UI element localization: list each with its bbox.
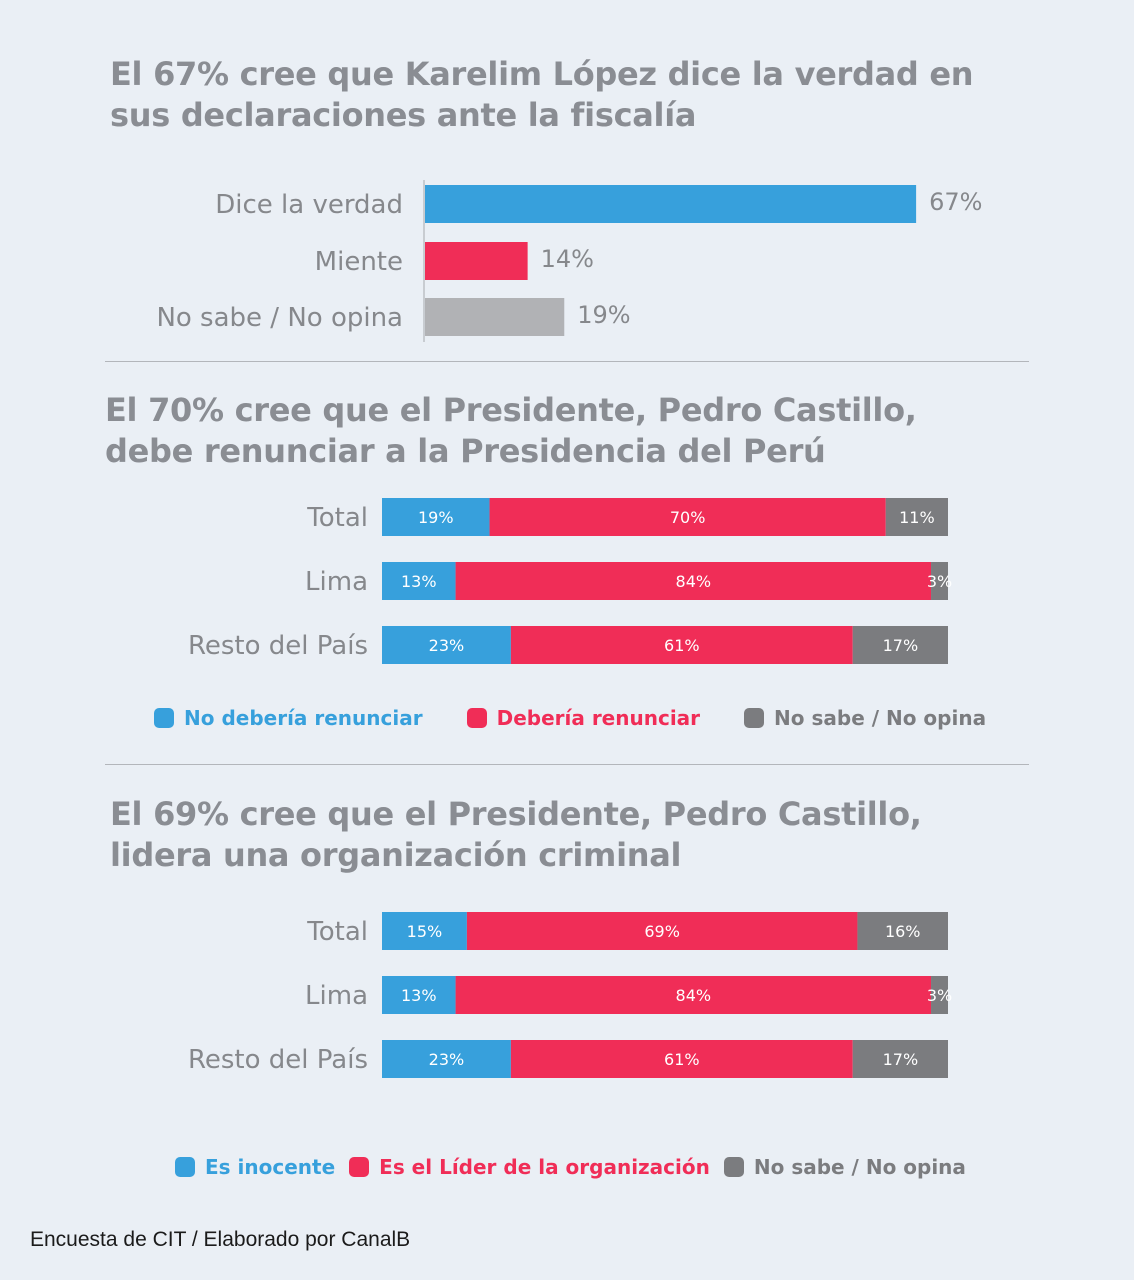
- chart3-legend-swatch-gray: [723, 1157, 744, 1177]
- chart2-legend-swatch-gray: [744, 708, 765, 728]
- chart2-legend-item-no-deberia: No debería renunciar: [154, 706, 423, 730]
- chart2-bar-segment: [455, 562, 932, 600]
- chart3-category-label: Resto del País: [188, 1045, 368, 1075]
- chart3-legend-item-no-sabe: No sabe / No opina: [723, 1155, 966, 1179]
- chart3-segment-label: 16%: [885, 922, 921, 941]
- chart1-title: El 67% cree que Karelim López dice la ve…: [110, 54, 974, 136]
- chart2-segment-label: 11%: [899, 508, 935, 527]
- chart2-legend-swatch-blue: [154, 708, 174, 728]
- chart3-segment-label: 17%: [883, 1050, 919, 1069]
- chart3-segment-label: 15%: [407, 922, 443, 941]
- divider-2: [105, 764, 1029, 765]
- chart2-category-label: Lima: [305, 567, 368, 597]
- chart2-bar-segment: [931, 562, 948, 600]
- chart1-bar: [425, 298, 565, 336]
- chart2-stacked-bar-chart: Total 19% 70% 11% Lima 13% 84% 3% Resto del País…: [188, 498, 952, 664]
- chart2-segment-label: 61%: [664, 636, 700, 655]
- chart3-category-label: Total: [306, 917, 368, 947]
- chart3-title: El 69% cree que el Presidente, Pedro Cas…: [110, 794, 922, 876]
- chart2-legend-label-no-sabe: No sabe / No opina: [774, 706, 987, 730]
- chart3-segment-label: 69%: [644, 922, 680, 941]
- chart2-bar-segment: [510, 626, 853, 664]
- chart2-title: El 70% cree que el Presidente, Pedro Cas…: [105, 390, 917, 472]
- chart1-category-label: Dice la verdad: [215, 190, 403, 220]
- chart2-title-line1: El 70% cree que el Presidente, Pedro Cas…: [105, 391, 917, 429]
- chart1-value-label: 14%: [541, 245, 594, 273]
- chart3-segment-label: 13%: [401, 986, 437, 1005]
- chart2-legend-label-no-deberia: No debería renunciar: [184, 706, 423, 730]
- chart3-bar-segment: [455, 976, 932, 1014]
- chart3-legend-label-inocente: Es inocente: [205, 1155, 336, 1179]
- chart2-bar-segment: [382, 562, 456, 600]
- chart2-legend-label-deberia: Debería renunciar: [496, 706, 701, 730]
- chart1-bar-chart: Dice la verdad 67% Miente 14% No sabe / No o…: [156, 180, 982, 342]
- chart2-segment-label: 13%: [401, 572, 437, 591]
- chart1-value-label: 67%: [929, 188, 982, 216]
- chart3-bar-segment: [382, 1040, 511, 1078]
- chart2-legend-item-deberia: Debería renunciar: [466, 706, 701, 730]
- chart3-bar-segment: [382, 976, 456, 1014]
- chart1-bar: [425, 185, 917, 223]
- chart3-segment-label: 84%: [676, 986, 712, 1005]
- chart3-bar-segment: [382, 912, 467, 950]
- chart1-value-label: 19%: [577, 301, 630, 329]
- chart2-legend: No debería renunciar Debería renunciar N…: [154, 706, 986, 730]
- chart3-bar-segment: [857, 912, 948, 950]
- chart2-legend-swatch-red: [466, 708, 487, 728]
- footer-source: Encuesta de CIT / Elaborado por CanalB: [30, 1228, 411, 1251]
- chart2-segment-label: 17%: [883, 636, 919, 655]
- chart2-title-line2: debe renunciar a la Presidencia del Perú: [105, 432, 826, 470]
- chart3-category-label: Lima: [305, 981, 368, 1011]
- chart3-bar-segment: [510, 1040, 853, 1078]
- chart3-bar-segment: [852, 1040, 948, 1078]
- divider-1: [105, 361, 1029, 362]
- chart2-legend-item-no-sabe: No sabe / No opina: [744, 706, 986, 730]
- chart3-legend-swatch-blue: [175, 1157, 195, 1177]
- chart3-legend-item-inocente: Es inocente: [175, 1155, 335, 1179]
- chart3-legend: Es inocente Es el Líder de la organizaci…: [175, 1155, 966, 1179]
- chart1-category-label: No sabe / No opina: [156, 303, 403, 333]
- chart2-bar-segment: [489, 498, 886, 536]
- chart3-legend-label-no-sabe: No sabe / No opina: [753, 1155, 966, 1179]
- chart2-segment-label: 84%: [676, 572, 712, 591]
- chart3-segment-label: 61%: [664, 1050, 700, 1069]
- chart1-title-line1: El 67% cree que Karelim López dice la ve…: [110, 55, 974, 93]
- chart2-category-label: Total: [306, 503, 368, 533]
- chart3-stacked-bar-chart: Total 15% 69% 16% Lima 13% 84% 3% Resto del País…: [188, 912, 952, 1078]
- chart3-bar-segment: [466, 912, 858, 950]
- chart2-bar-segment: [382, 498, 490, 536]
- chart2-segment-label: 23%: [429, 636, 465, 655]
- chart1-category-label: Miente: [315, 247, 403, 277]
- chart2-bar-segment: [885, 498, 948, 536]
- chart2-bar-segment: [382, 626, 511, 664]
- chart2-category-label: Resto del País: [188, 631, 368, 661]
- chart3-title-line2: lidera una organización criminal: [110, 836, 682, 874]
- chart2-segment-label: 19%: [418, 508, 454, 527]
- chart1-bar: [425, 242, 528, 280]
- chart2-segment-label: 3%: [927, 572, 952, 591]
- chart3-title-line1: El 69% cree que el Presidente, Pedro Cas…: [110, 795, 922, 833]
- chart3-legend-item-lider: Es el Líder de la organización: [349, 1155, 710, 1179]
- chart3-segment-label: 3%: [927, 986, 952, 1005]
- chart1-title-line2: sus declaraciones ante la fiscalía: [110, 96, 697, 134]
- chart3-bar-segment: [931, 976, 948, 1014]
- chart2-segment-label: 70%: [670, 508, 706, 527]
- chart3-legend-swatch-red: [349, 1157, 370, 1177]
- chart2-bar-segment: [852, 626, 948, 664]
- chart3-segment-label: 23%: [429, 1050, 465, 1069]
- chart3-legend-label-lider: Es el Líder de la organización: [379, 1155, 710, 1179]
